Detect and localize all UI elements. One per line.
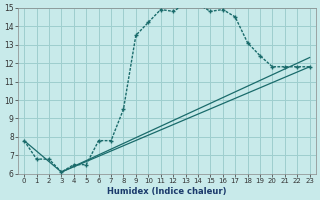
X-axis label: Humidex (Indice chaleur): Humidex (Indice chaleur): [107, 187, 227, 196]
